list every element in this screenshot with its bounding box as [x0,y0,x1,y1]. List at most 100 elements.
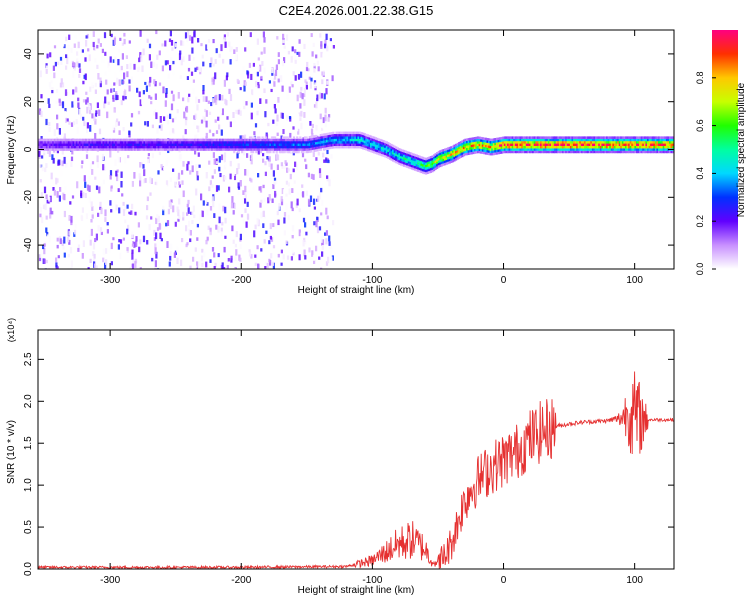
heatmap-cell [259,138,263,142]
heatmap-cell [272,184,275,189]
heatmap-cell [428,171,431,174]
heatmap-cell [277,253,280,258]
heatmap-cell [176,141,179,144]
heatmap-cell [198,164,201,168]
heatmap-cell [365,133,368,137]
heatmap-cell [160,238,163,242]
heatmap-cell [209,145,212,149]
snr-x-ticks: -300 -200 -100 0 100 [100,330,643,586]
heatmap-cell [135,138,138,142]
heatmap-cell [573,143,576,146]
heatmap-cell [315,124,318,131]
heatmap-cell [171,118,175,123]
heatmap-cell [139,99,142,107]
heatmap-cell [122,201,125,206]
heatmap-cell [117,244,120,250]
heatmap-cell [166,114,169,119]
heatmap-cell [157,141,160,144]
heatmap-cell [551,138,554,142]
heatmap-cell [466,138,469,141]
heatmap-cell [61,240,64,247]
heatmap-cell [112,95,115,100]
x-tick-label: -200 [231,575,251,586]
heatmap-cell [599,138,602,142]
heatmap-cell [59,187,62,192]
heatmap-cell [555,148,558,151]
heatmap-cell [230,143,233,146]
heatmap-cell [191,165,194,173]
heatmap-cell [571,141,574,144]
heatmap-cell [146,38,149,43]
heatmap-cell [645,136,648,139]
heatmap-cell [661,136,664,139]
snr-y-ticks: 0.00.51.01.52.02.5 [23,352,674,576]
heatmap-cell [317,66,320,72]
heatmap-cell [328,241,331,246]
heatmap-cell [44,138,47,142]
heatmap-cell [154,145,157,149]
heatmap-cell [281,141,285,144]
heatmap-cell [207,145,211,149]
heatmap-cell [242,190,245,195]
heatmap-cell [365,148,368,151]
heatmap-cell [344,131,348,135]
heatmap-cell [56,123,59,130]
heatmap-cell [357,136,360,139]
heatmap-cell [281,60,284,67]
heatmap-cell [108,145,111,149]
heatmap-cell [304,79,307,83]
heatmap-cell [116,174,119,182]
heatmap-cell [107,138,110,142]
heatmap-cell [500,139,503,142]
heatmap-cell [80,165,83,169]
heatmap-cell [145,148,148,151]
heatmap-cell [75,108,78,114]
heatmap-cell [473,146,477,149]
heatmap-cell [669,141,672,144]
heatmap-cell [395,153,398,157]
heatmap-cell [165,222,168,227]
heatmap-cell [464,145,467,149]
heatmap-cell [483,142,486,145]
heatmap-cell [524,145,527,149]
heatmap-cell [305,141,308,144]
heatmap-cell [227,258,230,262]
heatmap-cell [61,82,65,88]
heatmap-cell [292,71,295,76]
heatmap-cell [456,147,459,151]
heatmap-cell [212,200,215,208]
heatmap-cell [541,141,544,144]
heatmap-cell [199,190,202,197]
heatmap-cell [297,150,300,154]
heatmap-cell [272,136,275,139]
heatmap-cell [174,143,178,146]
heatmap-cell [275,122,279,127]
heatmap-cell [654,141,658,144]
heatmap-cell [469,140,472,143]
spectrogram-ylabel: Frequency (Hz) [6,116,17,185]
heatmap-cell [243,85,246,92]
heatmap-cell [124,85,127,90]
heatmap-cell [201,211,204,218]
heatmap-cell [102,141,105,144]
heatmap-cell [138,141,141,144]
heatmap-cell [76,181,79,189]
heatmap-cell [393,152,396,156]
heatmap-cell [173,252,176,258]
heatmap-cell [585,145,588,149]
heatmap-cell [584,148,587,151]
heatmap-cell [264,161,267,166]
heatmap-cell [322,53,325,60]
colorbar-tick-label: 0.8 [695,72,705,85]
heatmap-cell [148,43,152,49]
heatmap-cell [276,36,279,40]
heatmap-cell [271,198,274,203]
heatmap-cell [61,138,64,142]
heatmap-cell [349,131,352,135]
heatmap-cell [202,96,205,102]
heatmap-cell [280,145,283,149]
heatmap-cell [593,138,596,142]
heatmap-cell [121,53,124,60]
heatmap-cell [286,138,289,142]
heatmap-cell [202,85,205,92]
